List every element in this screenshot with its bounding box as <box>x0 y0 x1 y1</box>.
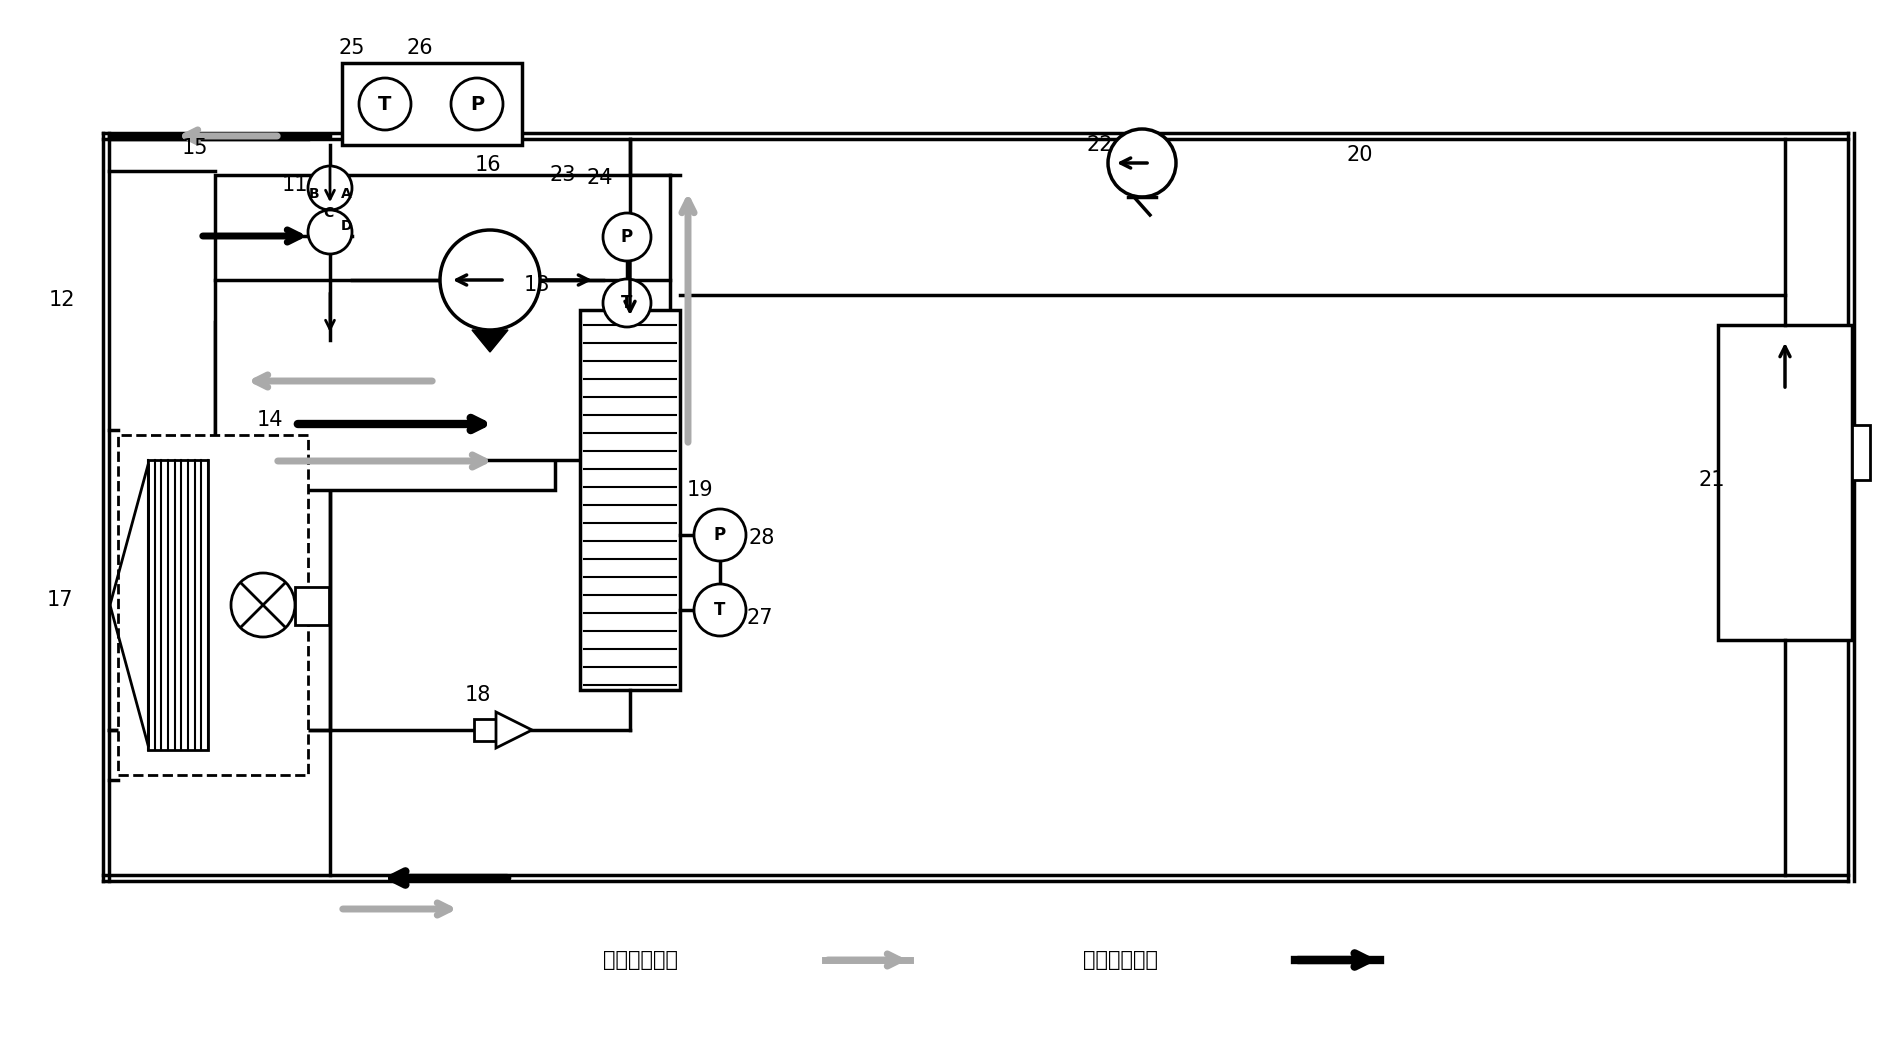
Text: 23: 23 <box>550 165 576 185</box>
Circle shape <box>308 166 351 210</box>
Text: 15: 15 <box>181 138 208 158</box>
Bar <box>295 587 329 625</box>
Text: 26: 26 <box>406 38 433 58</box>
Text: 21: 21 <box>1698 470 1725 490</box>
Text: 17: 17 <box>47 590 74 610</box>
Circle shape <box>451 78 502 130</box>
Bar <box>474 719 497 740</box>
Text: 19: 19 <box>688 480 714 500</box>
Text: 12: 12 <box>49 290 76 310</box>
Polygon shape <box>497 712 533 748</box>
Circle shape <box>440 230 540 330</box>
Text: B: B <box>308 187 319 201</box>
Text: 11: 11 <box>281 175 308 196</box>
Text: P: P <box>621 228 633 246</box>
Text: 14: 14 <box>257 410 283 430</box>
Bar <box>215 322 555 490</box>
Text: T: T <box>714 601 725 619</box>
Bar <box>580 310 680 690</box>
Text: P: P <box>714 526 725 544</box>
Text: 制热运行方向: 制热运行方向 <box>1082 950 1158 970</box>
Text: T: T <box>378 95 391 113</box>
Text: 28: 28 <box>748 528 774 548</box>
Polygon shape <box>472 330 508 352</box>
Circle shape <box>308 210 351 254</box>
Text: C: C <box>323 206 332 220</box>
Circle shape <box>230 573 295 636</box>
Text: A: A <box>340 187 351 201</box>
Text: 24: 24 <box>587 168 614 188</box>
Text: 制冷运行方向: 制冷运行方向 <box>603 950 678 970</box>
Bar <box>117 435 308 775</box>
Text: 27: 27 <box>746 608 773 628</box>
Circle shape <box>359 78 412 130</box>
Text: D: D <box>340 219 351 233</box>
Text: 16: 16 <box>474 155 501 175</box>
Text: 13: 13 <box>523 275 550 295</box>
Text: T: T <box>621 294 633 312</box>
Text: 25: 25 <box>338 38 365 58</box>
Circle shape <box>693 584 746 636</box>
Circle shape <box>603 279 652 327</box>
Text: P: P <box>470 95 484 113</box>
Circle shape <box>603 213 652 261</box>
Text: 20: 20 <box>1347 145 1373 165</box>
Circle shape <box>693 509 746 561</box>
Bar <box>147 460 208 750</box>
Bar <box>342 63 521 145</box>
Bar <box>1851 425 1870 480</box>
Text: 18: 18 <box>465 685 491 705</box>
Circle shape <box>1109 129 1177 197</box>
Text: 22: 22 <box>1086 135 1113 155</box>
Bar <box>215 175 671 460</box>
Bar <box>1717 326 1851 640</box>
